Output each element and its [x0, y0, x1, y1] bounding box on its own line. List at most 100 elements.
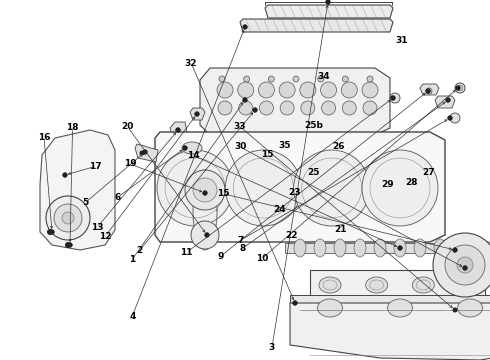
Circle shape	[68, 243, 73, 248]
Circle shape	[480, 242, 490, 258]
Polygon shape	[420, 84, 439, 95]
Circle shape	[193, 178, 217, 202]
Circle shape	[182, 145, 188, 150]
Circle shape	[367, 76, 373, 82]
Ellipse shape	[318, 299, 343, 317]
Circle shape	[301, 101, 315, 115]
Circle shape	[202, 190, 207, 195]
Polygon shape	[290, 303, 490, 360]
Text: 29: 29	[381, 180, 393, 189]
Text: 28: 28	[405, 178, 418, 187]
Text: 2: 2	[137, 246, 143, 255]
Circle shape	[143, 149, 147, 154]
Circle shape	[204, 233, 210, 238]
Circle shape	[195, 112, 199, 116]
Polygon shape	[240, 19, 393, 32]
Polygon shape	[170, 122, 187, 138]
Text: 8: 8	[240, 244, 245, 253]
Text: 12: 12	[99, 232, 112, 240]
Ellipse shape	[414, 239, 426, 257]
Circle shape	[343, 101, 356, 115]
Circle shape	[455, 83, 465, 93]
Circle shape	[463, 266, 467, 270]
Text: 35: 35	[278, 141, 291, 150]
Circle shape	[447, 116, 452, 121]
Circle shape	[243, 98, 247, 103]
Circle shape	[68, 243, 73, 248]
Ellipse shape	[434, 239, 446, 257]
Text: 19: 19	[123, 159, 136, 168]
Circle shape	[191, 221, 219, 249]
Circle shape	[320, 82, 337, 98]
Circle shape	[243, 98, 247, 103]
Polygon shape	[155, 132, 445, 242]
Circle shape	[390, 93, 400, 103]
Circle shape	[243, 24, 247, 30]
Text: 26: 26	[332, 142, 344, 151]
Ellipse shape	[319, 277, 341, 293]
Circle shape	[258, 82, 274, 98]
Ellipse shape	[458, 299, 483, 317]
Circle shape	[342, 82, 357, 98]
Circle shape	[175, 127, 180, 132]
Circle shape	[294, 150, 369, 226]
Text: 17: 17	[89, 162, 102, 171]
Text: 10: 10	[256, 254, 269, 263]
Circle shape	[293, 301, 297, 306]
Text: 3: 3	[269, 343, 275, 352]
Circle shape	[143, 149, 147, 154]
Circle shape	[280, 101, 294, 115]
Circle shape	[63, 172, 68, 177]
Ellipse shape	[394, 239, 406, 257]
Circle shape	[217, 82, 233, 98]
Circle shape	[252, 108, 258, 112]
Circle shape	[259, 101, 273, 115]
Circle shape	[397, 246, 402, 251]
Text: 14: 14	[187, 151, 200, 160]
Text: 32: 32	[185, 58, 197, 68]
Circle shape	[452, 248, 458, 252]
Circle shape	[391, 95, 395, 100]
Circle shape	[140, 150, 145, 156]
Circle shape	[195, 112, 199, 117]
Circle shape	[363, 101, 377, 115]
Circle shape	[391, 95, 395, 100]
Text: 18: 18	[66, 123, 79, 132]
Circle shape	[456, 85, 461, 90]
Text: 33: 33	[234, 122, 246, 131]
Text: 21: 21	[334, 225, 347, 234]
Text: 34: 34	[317, 72, 330, 81]
Text: 25: 25	[307, 167, 320, 176]
Circle shape	[362, 150, 438, 226]
Text: 9: 9	[217, 252, 224, 261]
Text: 22: 22	[285, 231, 298, 240]
Circle shape	[157, 150, 233, 226]
Circle shape	[218, 101, 232, 115]
Polygon shape	[40, 130, 115, 250]
Text: 13: 13	[91, 223, 103, 232]
Circle shape	[238, 82, 254, 98]
Ellipse shape	[334, 239, 346, 257]
Polygon shape	[200, 68, 390, 135]
Polygon shape	[435, 96, 455, 108]
Circle shape	[445, 98, 450, 103]
Circle shape	[225, 150, 301, 226]
Text: 15: 15	[217, 189, 229, 198]
Circle shape	[463, 266, 467, 270]
Circle shape	[244, 76, 250, 82]
Circle shape	[445, 245, 485, 285]
Circle shape	[300, 82, 316, 98]
Circle shape	[362, 82, 378, 98]
Text: 25b: 25b	[304, 121, 323, 130]
Circle shape	[63, 172, 68, 177]
Text: 4: 4	[129, 311, 136, 320]
Circle shape	[49, 230, 54, 234]
Circle shape	[54, 204, 82, 232]
Circle shape	[452, 248, 458, 252]
Circle shape	[65, 242, 71, 248]
Text: 23: 23	[288, 188, 300, 197]
Text: 30: 30	[234, 142, 246, 151]
Circle shape	[243, 24, 247, 30]
Circle shape	[46, 196, 90, 240]
Ellipse shape	[294, 239, 306, 257]
